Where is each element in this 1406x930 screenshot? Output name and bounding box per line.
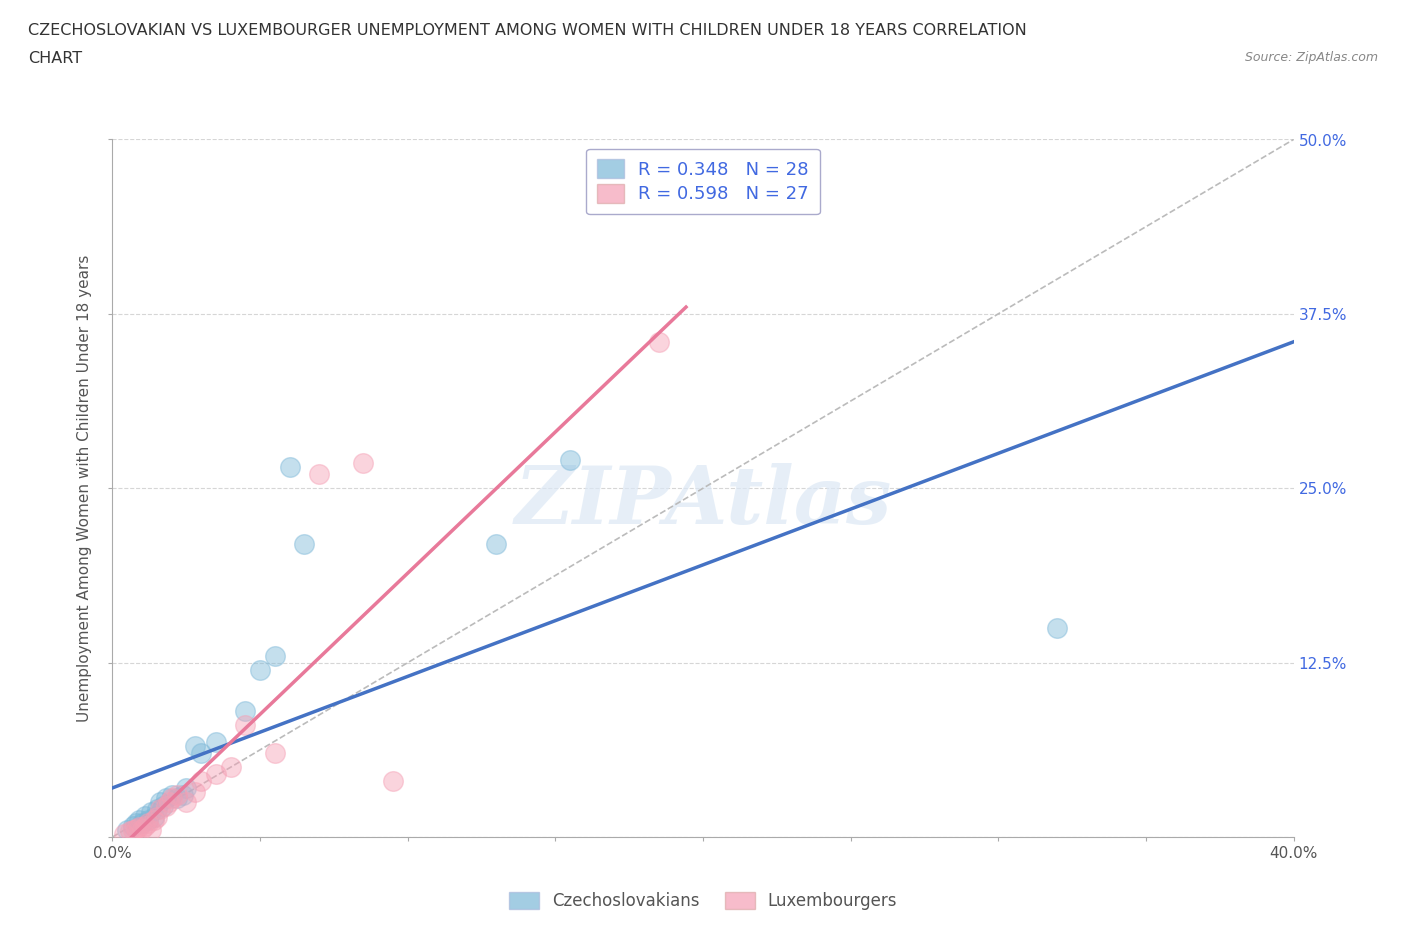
Point: [205, 735, 228, 750]
Point: [174, 794, 197, 809]
Text: ZIPAtlas: ZIPAtlas: [515, 463, 891, 541]
Point: [174, 781, 197, 796]
Point: [131, 821, 153, 836]
Point: [647, 334, 671, 349]
Point: [125, 816, 148, 830]
Text: CHART: CHART: [28, 51, 82, 66]
Point: [146, 802, 169, 817]
Point: [128, 820, 150, 835]
Point: [160, 790, 183, 805]
Point: [155, 790, 177, 805]
Point: [160, 788, 183, 803]
Legend: Czechoslovakians, Luxembourgers: Czechoslovakians, Luxembourgers: [502, 885, 904, 917]
Legend: R = 0.348   N = 28, R = 0.598   N = 27: R = 0.348 N = 28, R = 0.598 N = 27: [586, 149, 820, 214]
Point: [122, 823, 145, 838]
Text: CZECHOSLOVAKIAN VS LUXEMBOURGER UNEMPLOYMENT AMONG WOMEN WITH CHILDREN UNDER 18 : CZECHOSLOVAKIAN VS LUXEMBOURGER UNEMPLOY…: [28, 23, 1026, 38]
Point: [233, 704, 256, 719]
Point: [149, 794, 172, 809]
Point: [117, 823, 138, 838]
Point: [352, 456, 374, 471]
Point: [142, 810, 165, 825]
Point: [149, 802, 172, 817]
Point: [382, 774, 405, 789]
Point: [278, 460, 301, 474]
Point: [166, 790, 188, 805]
Point: [152, 799, 174, 814]
Point: [139, 804, 162, 819]
Point: [172, 788, 194, 803]
Point: [190, 746, 212, 761]
Point: [249, 662, 271, 677]
Y-axis label: Unemployment Among Women with Children Under 18 years: Unemployment Among Women with Children U…: [77, 255, 93, 722]
Point: [112, 827, 135, 842]
Point: [120, 824, 142, 839]
Point: [139, 823, 162, 838]
Point: [485, 537, 508, 551]
Point: [308, 467, 330, 482]
Point: [155, 799, 177, 814]
Point: [125, 821, 148, 836]
Point: [146, 810, 169, 825]
Point: [190, 774, 212, 789]
Point: [264, 648, 287, 663]
Point: [122, 818, 145, 833]
Point: [558, 453, 582, 468]
Point: [1046, 620, 1069, 635]
Point: [136, 813, 159, 828]
Point: [264, 746, 287, 761]
Point: [292, 537, 315, 551]
Point: [134, 818, 156, 833]
Point: [219, 760, 242, 775]
Point: [142, 813, 165, 828]
Point: [233, 718, 256, 733]
Point: [157, 794, 180, 809]
Point: [128, 813, 150, 828]
Point: [184, 738, 207, 753]
Point: [166, 788, 188, 803]
Text: Source: ZipAtlas.com: Source: ZipAtlas.com: [1244, 51, 1378, 64]
Point: [131, 816, 153, 830]
Point: [184, 785, 207, 800]
Point: [134, 809, 156, 824]
Point: [136, 816, 159, 830]
Point: [205, 766, 228, 781]
